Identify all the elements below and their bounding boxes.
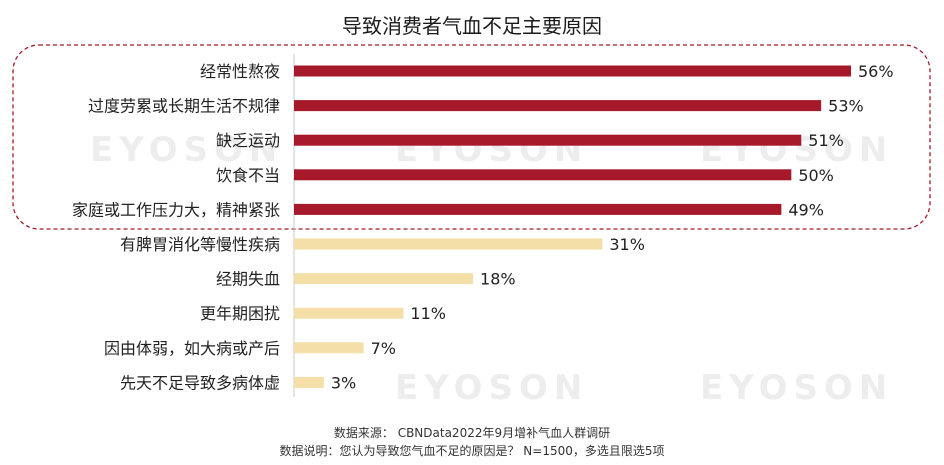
chart-title: 导致消费者气血不足主要原因	[342, 14, 602, 38]
value-label: 11%	[410, 304, 446, 323]
bar	[294, 134, 802, 146]
value-label: 49%	[788, 200, 824, 219]
category-label: 先天不足导致多病体虚	[120, 373, 280, 392]
value-label: 50%	[798, 166, 834, 185]
watermark: EYOSON	[700, 368, 894, 408]
bar	[294, 307, 404, 319]
value-label: 53%	[828, 97, 864, 116]
value-label: 7%	[371, 339, 396, 358]
bar	[294, 65, 851, 77]
value-label: 18%	[480, 270, 516, 289]
category-label: 经常性熬夜	[200, 62, 280, 81]
category-label: 饮食不当	[216, 166, 280, 185]
bar	[294, 203, 782, 215]
value-label: 3%	[331, 373, 356, 392]
category-label: 缺乏运动	[216, 131, 280, 150]
value-label: 56%	[858, 62, 894, 81]
category-label: 经期失血	[216, 270, 280, 289]
footer-source: 数据来源： CBNData2022年9月增补气血人群调研	[333, 426, 611, 440]
bar	[294, 342, 364, 354]
bar	[294, 376, 324, 388]
watermark: EYOSON	[395, 368, 589, 408]
bar	[294, 238, 603, 250]
value-label: 51%	[808, 131, 844, 150]
category-label: 更年期困扰	[200, 304, 280, 323]
bar	[294, 169, 792, 181]
watermark: EYOSON	[90, 130, 284, 170]
category-label: 过度劳累或长期生活不规律	[88, 97, 280, 116]
value-label: 31%	[609, 235, 645, 254]
footer-note: 数据说明：您认为导致您气血不足的原因是？ N=1500，多选且限选5项	[279, 444, 665, 458]
bar	[294, 273, 474, 285]
category-label: 因由体弱，如大病或产后	[104, 339, 280, 358]
bar	[294, 100, 822, 112]
category-label: 有脾胃消化等慢性疾病	[120, 235, 280, 254]
category-label: 家庭或工作压力大，精神紧张	[72, 200, 280, 219]
